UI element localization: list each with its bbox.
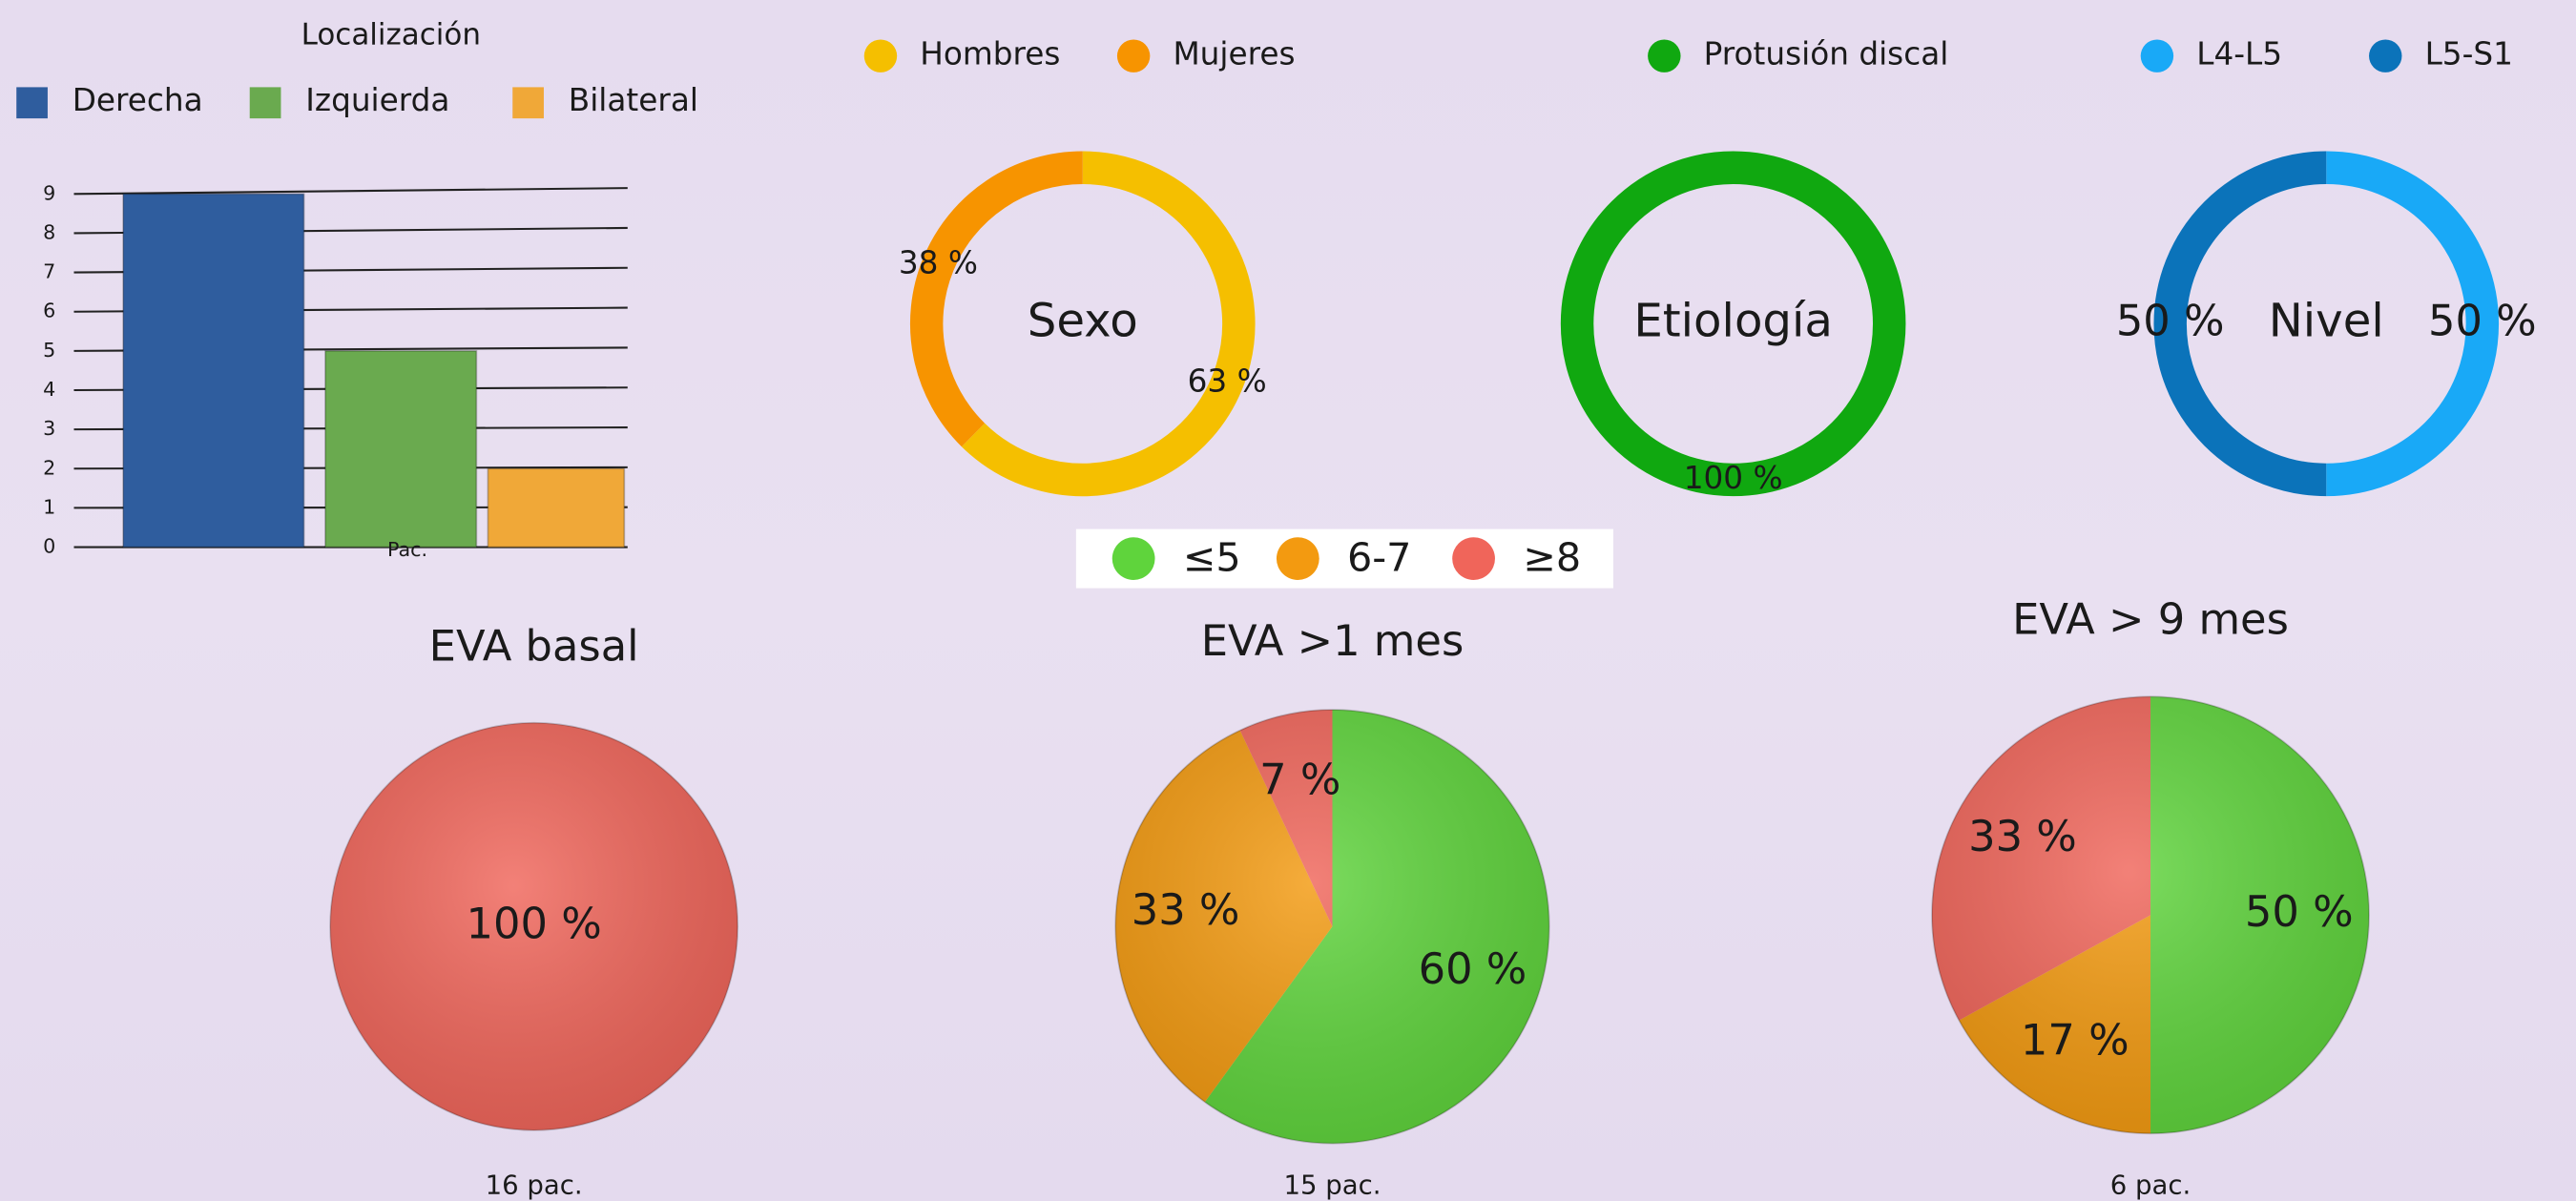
data-label: 7 % <box>1259 754 1340 804</box>
data-label: 33 % <box>1968 811 2077 861</box>
chart-title: Localización <box>301 18 481 52</box>
data-label: 60 % <box>1419 943 1527 994</box>
legend-label: Derecha <box>73 82 203 118</box>
legend-label: Mujeres <box>1173 36 1295 72</box>
legend-marker <box>1276 537 1319 580</box>
donut-segment <box>961 151 1256 497</box>
y-tick-label: 3 <box>43 417 55 440</box>
y-tick-label: 0 <box>43 535 55 558</box>
y-tick-label: 4 <box>43 378 55 401</box>
data-label: 50 % <box>2245 886 2354 937</box>
data-label: 50 % <box>2428 295 2537 345</box>
chart-title: Etiología <box>1633 294 1833 347</box>
legend-swatch <box>249 87 281 119</box>
legend-label: L5-S1 <box>2425 36 2513 72</box>
pie-shade <box>1114 709 1550 1145</box>
legend-label: ≤5 <box>1183 534 1241 580</box>
legend-marker <box>1111 537 1155 580</box>
pie-legend-box <box>1075 528 1613 589</box>
legend-marker <box>1116 39 1151 72</box>
legend-swatch <box>16 87 48 119</box>
y-tick-label: 1 <box>43 495 55 518</box>
chart-title: EVA basal <box>429 620 639 671</box>
donut-segment <box>1560 151 1906 497</box>
y-tick-label: 8 <box>43 220 55 243</box>
x-tick-label: Pac. <box>387 538 427 561</box>
legend-label: L4-L5 <box>2196 36 2282 72</box>
donut-segment <box>2153 151 2327 497</box>
data-label: 63 % <box>1188 362 1267 399</box>
data-label: 100 % <box>467 898 602 948</box>
data-label: 17 % <box>2021 1014 2129 1065</box>
y-tick-label: 2 <box>43 456 55 479</box>
legend-label: Bilateral <box>569 82 698 118</box>
bar <box>487 467 626 549</box>
grid-line <box>73 187 628 196</box>
y-tick-label: 9 <box>43 181 55 204</box>
legend-marker <box>1452 537 1495 580</box>
pie-shade <box>329 721 739 1131</box>
data-label: 38 % <box>899 244 978 280</box>
pie-note: 15 pac. <box>1283 1170 1381 1200</box>
legend-swatch <box>512 87 544 119</box>
y-tick-label: 7 <box>43 260 55 283</box>
legend-label: ≥8 <box>1523 534 1581 580</box>
donut-segment <box>2326 151 2499 497</box>
data-label: 100 % <box>1684 460 1783 496</box>
pie-note: 6 pac. <box>2110 1170 2192 1200</box>
legend-label: Hombres <box>920 36 1060 72</box>
chart-title: EVA >1 mes <box>1201 615 1465 666</box>
donut-segment <box>910 151 1083 447</box>
y-tick-label: 6 <box>43 300 55 322</box>
legend-marker <box>2369 39 2402 72</box>
chart-title: EVA > 9 mes <box>2012 594 2289 645</box>
bar <box>324 350 478 549</box>
legend-marker <box>2140 39 2174 72</box>
chart-title: Nivel <box>2269 294 2384 347</box>
data-label: 33 % <box>1132 884 1240 935</box>
pie-note: 16 pac. <box>486 1170 583 1200</box>
legend-marker <box>1648 39 1681 72</box>
legend-marker <box>863 39 898 72</box>
pie-shade <box>1931 695 2370 1135</box>
legend-label: Protusión discal <box>1704 36 1949 72</box>
legend-label: Izquierda <box>305 82 449 118</box>
chart-title: Sexo <box>1028 294 1138 347</box>
legend-label: 6-7 <box>1347 534 1411 580</box>
data-label: 50 % <box>2116 295 2225 345</box>
y-tick-label: 5 <box>43 339 55 362</box>
bar <box>122 193 305 549</box>
